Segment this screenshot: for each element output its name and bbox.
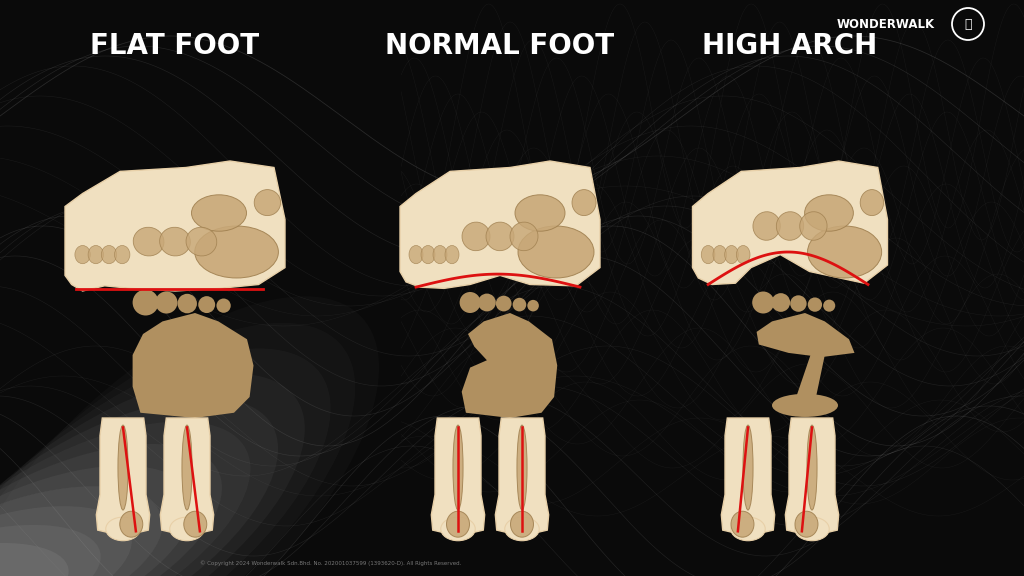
Ellipse shape	[701, 245, 715, 264]
Text: 🦶: 🦶	[965, 17, 972, 31]
Ellipse shape	[731, 517, 765, 541]
Circle shape	[791, 295, 807, 312]
Ellipse shape	[133, 228, 164, 256]
Circle shape	[177, 294, 197, 313]
Ellipse shape	[572, 190, 596, 215]
Ellipse shape	[440, 517, 475, 541]
Polygon shape	[692, 161, 888, 285]
Ellipse shape	[795, 511, 818, 537]
Polygon shape	[400, 161, 600, 289]
Circle shape	[496, 295, 512, 312]
Ellipse shape	[518, 226, 594, 278]
Ellipse shape	[0, 543, 69, 576]
Circle shape	[460, 292, 480, 313]
Ellipse shape	[736, 245, 750, 264]
Ellipse shape	[101, 245, 117, 264]
Circle shape	[513, 298, 526, 312]
Polygon shape	[96, 418, 150, 536]
Circle shape	[527, 300, 539, 312]
Ellipse shape	[805, 195, 853, 231]
Circle shape	[753, 291, 774, 313]
Text: HIGH ARCH: HIGH ARCH	[702, 32, 878, 60]
Polygon shape	[161, 418, 214, 536]
Polygon shape	[496, 418, 549, 536]
Ellipse shape	[515, 195, 565, 231]
Ellipse shape	[0, 444, 222, 576]
Ellipse shape	[0, 422, 251, 576]
Ellipse shape	[195, 226, 279, 278]
Ellipse shape	[191, 195, 247, 231]
Ellipse shape	[409, 245, 423, 264]
Ellipse shape	[0, 398, 279, 576]
Ellipse shape	[743, 425, 753, 510]
Ellipse shape	[120, 511, 142, 537]
Text: WONDERWALK: WONDERWALK	[837, 17, 935, 31]
Ellipse shape	[105, 517, 140, 541]
Ellipse shape	[713, 245, 727, 264]
Ellipse shape	[731, 511, 754, 537]
Ellipse shape	[0, 486, 163, 576]
Text: © Copyright 2024 Wonderwalk Sdn.Bhd. No. 202001037599 (1393620-D). All Rights Re: © Copyright 2024 Wonderwalk Sdn.Bhd. No.…	[200, 560, 462, 566]
Circle shape	[771, 293, 791, 312]
Ellipse shape	[0, 525, 100, 576]
Ellipse shape	[860, 190, 884, 215]
Ellipse shape	[115, 245, 130, 264]
Ellipse shape	[772, 394, 838, 417]
Polygon shape	[431, 418, 484, 536]
Polygon shape	[757, 313, 854, 357]
Polygon shape	[797, 355, 824, 397]
Ellipse shape	[776, 212, 804, 240]
Ellipse shape	[88, 245, 103, 264]
Polygon shape	[65, 161, 285, 291]
Ellipse shape	[445, 245, 459, 264]
Circle shape	[823, 300, 836, 312]
Ellipse shape	[183, 511, 207, 537]
Ellipse shape	[182, 425, 193, 510]
Ellipse shape	[753, 212, 780, 240]
Ellipse shape	[462, 222, 490, 251]
Ellipse shape	[421, 245, 435, 264]
Text: NORMAL FOOT: NORMAL FOOT	[385, 32, 614, 60]
Ellipse shape	[0, 465, 193, 576]
Ellipse shape	[433, 245, 447, 264]
Ellipse shape	[0, 374, 305, 576]
Ellipse shape	[446, 511, 469, 537]
Ellipse shape	[453, 425, 463, 510]
Circle shape	[808, 297, 822, 312]
Ellipse shape	[160, 228, 190, 256]
Circle shape	[478, 294, 496, 312]
Polygon shape	[462, 313, 557, 418]
Ellipse shape	[186, 228, 217, 256]
Ellipse shape	[725, 245, 738, 264]
Ellipse shape	[170, 517, 204, 541]
Ellipse shape	[254, 190, 281, 215]
Ellipse shape	[505, 517, 540, 541]
Ellipse shape	[486, 222, 514, 251]
Ellipse shape	[795, 517, 829, 541]
Ellipse shape	[808, 226, 882, 278]
Ellipse shape	[511, 511, 534, 537]
Polygon shape	[721, 418, 775, 536]
Circle shape	[156, 291, 177, 313]
Ellipse shape	[510, 222, 538, 251]
Text: FLAT FOOT: FLAT FOOT	[90, 32, 259, 60]
Ellipse shape	[807, 425, 817, 510]
Polygon shape	[132, 313, 254, 418]
Ellipse shape	[517, 425, 527, 510]
Ellipse shape	[75, 245, 90, 264]
Polygon shape	[785, 418, 839, 536]
Circle shape	[132, 290, 159, 316]
Circle shape	[216, 298, 230, 313]
Circle shape	[199, 296, 215, 313]
Ellipse shape	[0, 506, 132, 576]
Ellipse shape	[800, 212, 827, 240]
Ellipse shape	[118, 425, 128, 510]
